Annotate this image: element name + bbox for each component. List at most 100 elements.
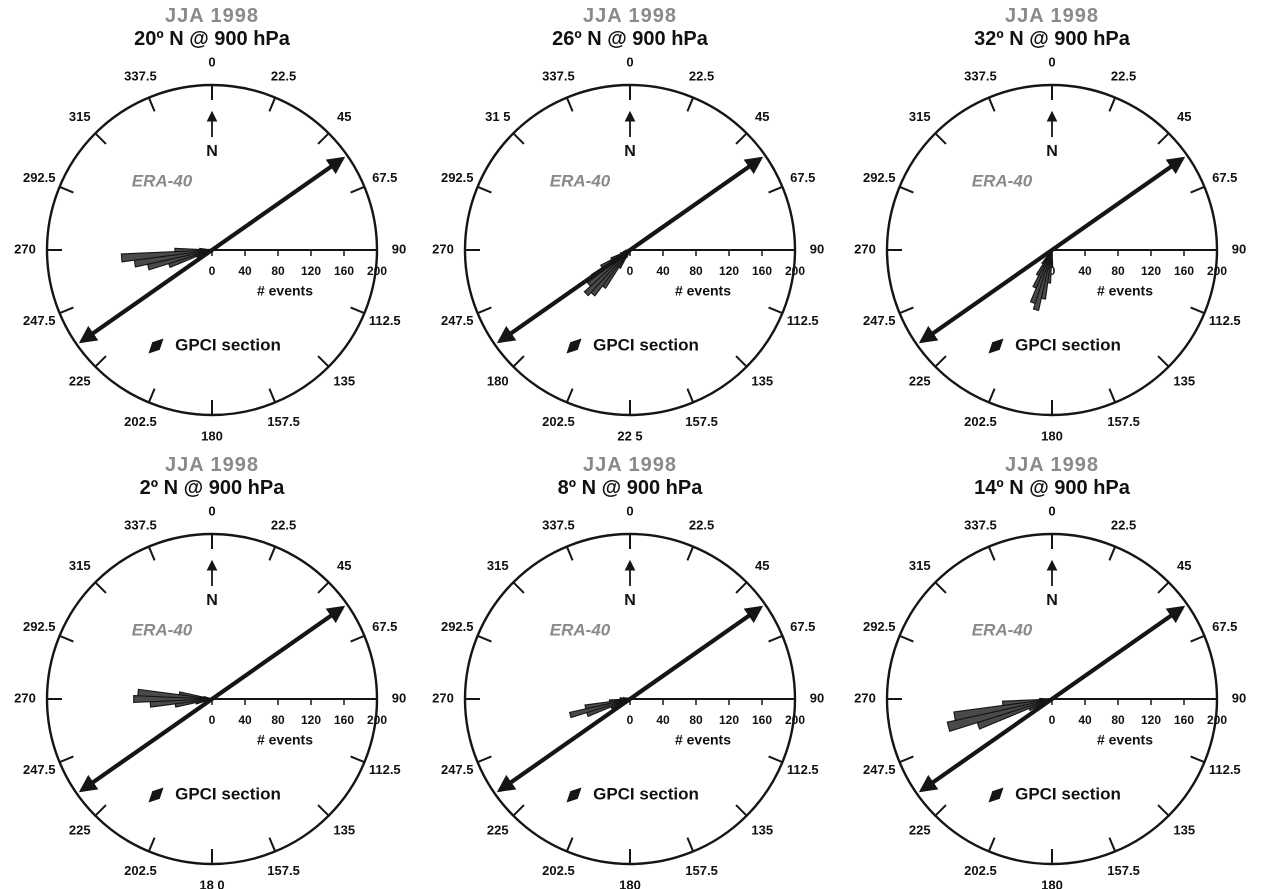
direction-label: 90 [810,241,824,256]
season-label: JJA 1998 [583,5,677,27]
direction-tick [1157,804,1170,817]
radial-tick-label: 200 [785,264,805,278]
direction-tick [477,306,492,315]
radial-tick-label: 200 [367,264,387,278]
radial-tick-label: 40 [238,264,252,278]
direction-tick [686,388,695,403]
radial-tick-label: 120 [719,713,739,727]
direction-tick [934,355,947,368]
radial-tick-label: 160 [334,264,354,278]
direction-label: 247.5 [863,313,896,328]
direction-label: 157.5 [685,414,718,429]
legend-label: GPCI section [175,335,281,354]
radial-tick-label: 80 [689,264,703,278]
direction-label: 292.5 [863,619,896,634]
rose-panel-2: 0 22.5 45 67.5 90 112.5 135 157.5 180 202.5 225 247… [854,54,1246,443]
direction-label: 202.5 [964,414,997,429]
radial-tick-label: 160 [1174,713,1194,727]
direction-label: 225 [909,374,931,389]
direction-tick [317,132,330,145]
legend-label: GPCI section [1015,335,1121,354]
direction-tick [477,634,492,643]
panel-title-4: JJA 1998 8º N @ 900 hPa [465,454,795,500]
direction-label: 157.5 [1107,414,1140,429]
direction-label: 180 [619,877,641,889]
level-title: 8º N @ 900 hPa [557,477,703,499]
direction-tick [1157,355,1170,368]
dataset-label: ERA-40 [550,620,611,639]
level-title: 26º N @ 900 hPa [552,28,708,50]
direction-label: 112.5 [369,313,401,328]
direction-tick [350,755,365,764]
dataset-label: ERA-40 [972,171,1033,190]
direction-label: 292.5 [863,170,896,185]
direction-label: 22.5 [1111,69,1136,84]
direction-tick [268,837,277,852]
gpci-section-arrow [918,156,1186,344]
direction-tick [59,755,74,764]
rose-wedge [568,698,631,719]
direction-label: 337.5 [124,518,157,533]
radial-tick-label: 80 [1111,713,1125,727]
direction-tick [350,185,365,194]
direction-label: 22.5 [689,69,714,84]
direction-tick [350,306,365,315]
direction-label: 18 0 [199,877,224,889]
direction-tick [147,388,156,403]
direction-label: 45 [337,109,351,124]
direction-tick [899,634,914,643]
radial-tick-label: 0 [209,713,216,727]
gpci-section-arrow [78,156,346,344]
radial-axis-label: # events [257,283,313,299]
direction-label: 45 [337,558,351,573]
direction-label: 45 [1177,558,1191,573]
direction-label: 31 5 [485,109,510,124]
direction-tick [899,306,914,315]
direction-tick [735,581,748,594]
direction-tick [768,634,783,643]
legend-arrow-icon [988,338,1004,354]
radial-tick-label: 80 [271,264,285,278]
level-title: 2º N @ 900 hPa [139,477,285,499]
direction-tick [1157,132,1170,145]
direction-label: 337.5 [964,69,997,84]
direction-label: 247.5 [23,762,56,777]
direction-label: 112.5 [369,762,401,777]
direction-label: 157.5 [267,863,300,878]
direction-tick [686,546,695,561]
legend-arrow-icon [988,787,1004,803]
direction-tick [934,581,947,594]
direction-label: 292.5 [23,619,56,634]
direction-label: 337.5 [964,518,997,533]
radial-tick-label: 120 [301,713,321,727]
direction-label: 22.5 [1111,518,1136,533]
season-label: JJA 1998 [165,454,259,476]
direction-tick [268,97,277,112]
direction-label: 135 [333,374,355,389]
direction-label: 157.5 [685,863,718,878]
north-label: N [624,592,636,609]
direction-tick [686,837,695,852]
direction-tick [1157,581,1170,594]
radial-axis-label: # events [1097,283,1153,299]
direction-tick [94,355,107,368]
direction-tick [735,132,748,145]
radial-tick-label: 120 [1141,264,1161,278]
radial-tick-label: 120 [301,264,321,278]
north-label: N [1046,143,1058,160]
direction-label: 67.5 [790,619,815,634]
direction-label: 0 [626,54,633,69]
direction-label: 247.5 [863,762,896,777]
gpci-section-arrow [496,156,764,344]
radial-tick-label: 0 [627,713,634,727]
direction-label: 112.5 [1209,313,1241,328]
panel-title-3: JJA 1998 2º N @ 900 hPa [47,454,377,500]
gpci-section-arrow [918,605,1186,793]
rose-wedges [946,697,1053,732]
radial-tick-label: 80 [689,713,703,727]
radial-tick-label: 160 [752,264,772,278]
direction-tick [735,804,748,817]
direction-label: 135 [751,823,773,838]
legend-arrow-icon [566,787,582,803]
